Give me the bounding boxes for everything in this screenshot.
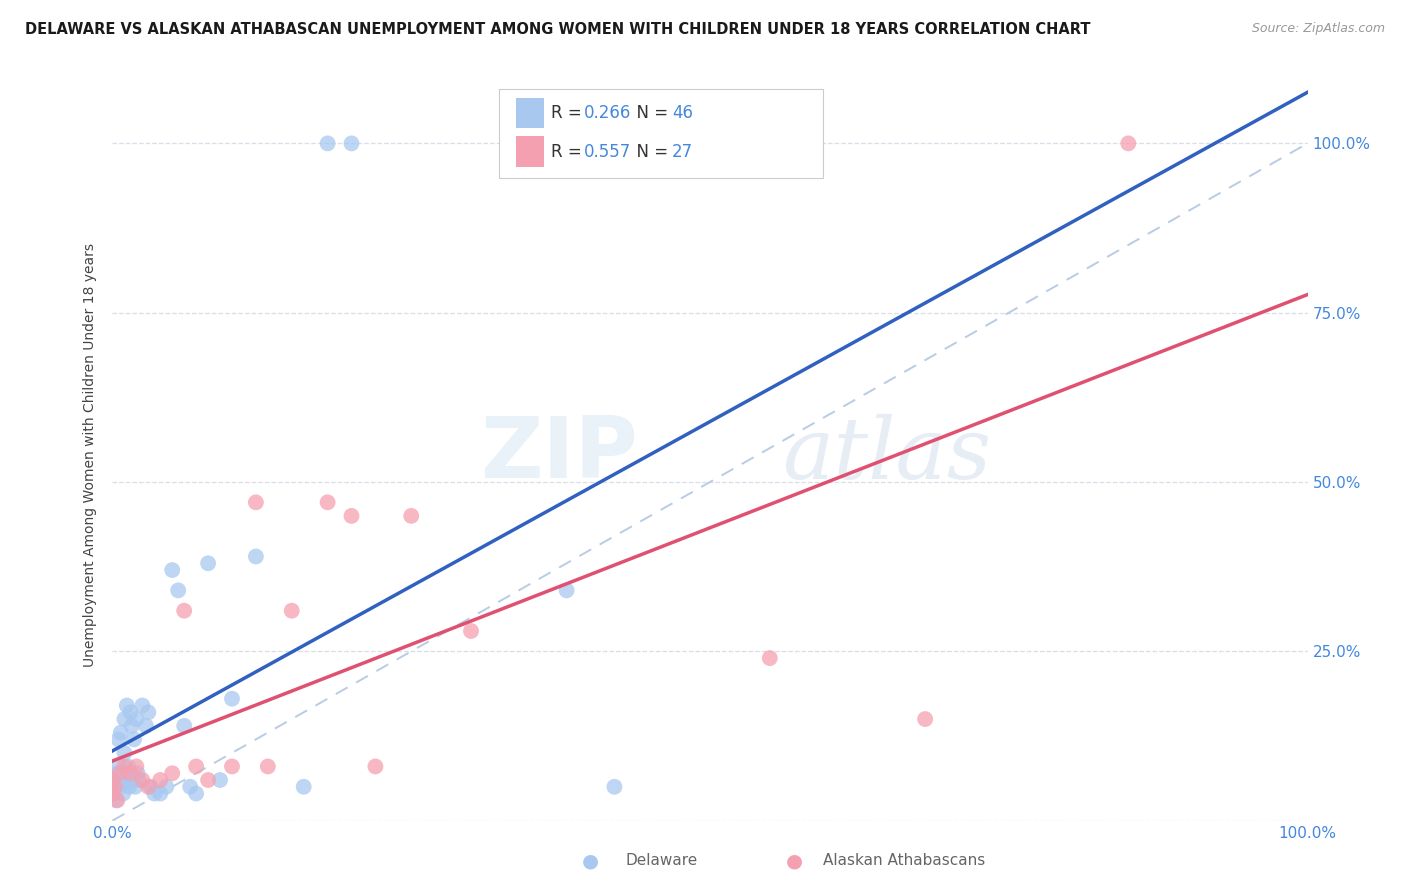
Point [173,604,195,618]
Y-axis label: Unemployment Among Women with Children Under 18 years: Unemployment Among Women with Children U… [83,243,97,667]
Point [257,759,280,773]
Text: N =: N = [626,143,673,161]
Point [124,780,146,794]
Point [143,787,166,801]
Point [1118,136,1140,151]
Point [221,759,243,773]
Point [759,651,782,665]
Point [139,780,162,794]
Point [115,698,138,713]
Point [914,712,936,726]
Point [135,719,157,733]
Point [127,766,149,780]
Point [120,766,142,780]
Point [120,706,142,720]
Point [167,583,190,598]
Point [101,787,124,801]
Point [104,780,127,794]
Point [460,624,482,638]
Point [173,719,195,733]
Point [364,759,387,773]
Point [401,508,423,523]
Point [104,780,127,794]
Point [197,556,219,570]
Text: ZIP: ZIP [481,413,638,497]
Point [149,787,172,801]
Text: R =: R = [551,104,588,122]
Point [316,495,339,509]
Point [114,759,135,773]
Point [162,766,183,780]
Text: Source: ZipAtlas.com: Source: ZipAtlas.com [1251,22,1385,36]
Point [281,604,304,618]
Point [125,712,148,726]
Point [105,766,128,780]
Point [117,759,139,773]
Text: 0.557: 0.557 [583,143,631,161]
Text: Delaware: Delaware [626,854,697,868]
Point [149,772,172,787]
Point [125,759,148,773]
Text: R =: R = [551,143,588,161]
Point [111,772,134,787]
Point [131,698,153,713]
Text: atlas: atlas [782,414,991,496]
Text: 0.266: 0.266 [583,104,631,122]
Point [197,772,219,787]
Point [101,772,124,787]
Point [603,780,626,794]
Point [107,759,129,773]
Point [108,780,131,794]
Point [340,508,363,523]
Point [162,563,183,577]
Point [112,787,135,801]
Point [186,787,208,801]
Point [131,772,153,787]
Point [128,772,150,787]
Point [221,691,243,706]
Point [101,772,124,787]
Point [108,766,131,780]
Text: Alaskan Athabascans: Alaskan Athabascans [823,854,984,868]
Point [209,772,232,787]
Point [186,759,208,773]
Point [107,732,129,747]
Text: ●: ● [582,851,599,871]
Point [110,725,132,739]
Point [340,136,363,151]
Text: N =: N = [626,104,673,122]
Point [555,583,578,598]
Point [114,746,135,760]
Text: ●: ● [786,851,803,871]
Point [138,706,160,720]
Text: 27: 27 [672,143,693,161]
Point [118,780,141,794]
Point [179,780,201,794]
Point [245,549,267,564]
Point [316,136,339,151]
Point [121,719,143,733]
Point [105,793,128,807]
Point [138,780,160,794]
Point [101,787,124,801]
Point [245,495,267,509]
Point [155,780,177,794]
Point [114,766,136,780]
Point [292,780,315,794]
Point [121,772,143,787]
Point [105,793,128,807]
Point [114,712,135,726]
Text: 46: 46 [672,104,693,122]
Text: DELAWARE VS ALASKAN ATHABASCAN UNEMPLOYMENT AMONG WOMEN WITH CHILDREN UNDER 18 Y: DELAWARE VS ALASKAN ATHABASCAN UNEMPLOYM… [25,22,1091,37]
Point [122,732,145,747]
